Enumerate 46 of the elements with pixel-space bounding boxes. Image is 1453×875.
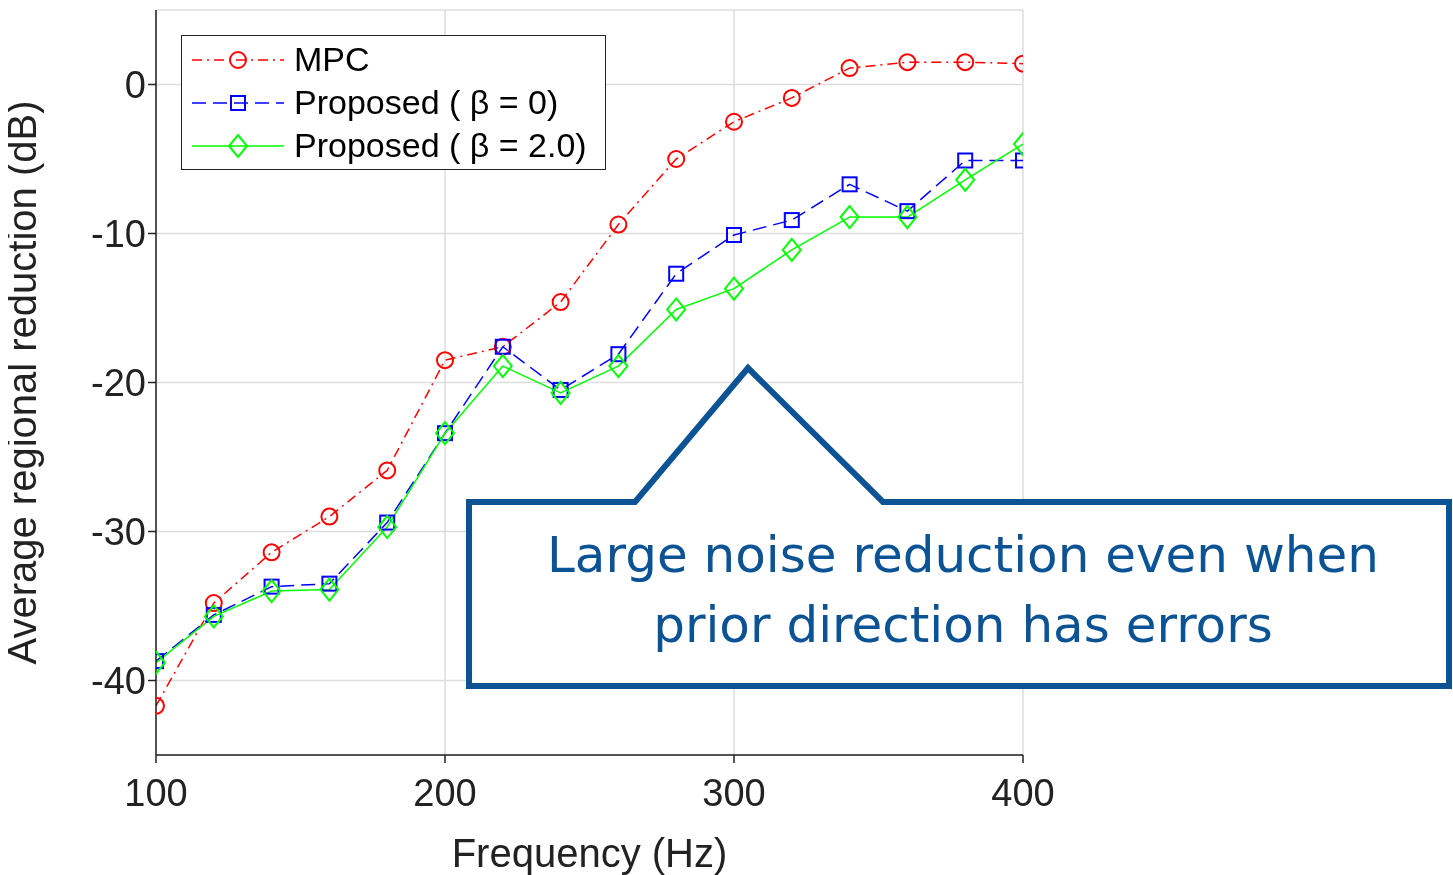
point bbox=[319, 577, 340, 602]
point bbox=[262, 543, 281, 562]
point bbox=[377, 515, 398, 540]
legend-label: Proposed ( β = 2.0) bbox=[294, 126, 587, 165]
point bbox=[551, 293, 570, 312]
y-tick-label: -20 bbox=[91, 361, 146, 404]
point bbox=[782, 88, 801, 107]
x-tick-label: 300 bbox=[702, 771, 766, 814]
point bbox=[610, 346, 627, 363]
point bbox=[724, 276, 744, 301]
point bbox=[726, 226, 742, 243]
annotation: Large noise reduction even when prior direction has errors bbox=[546, 525, 1380, 656]
y-tick-label: -10 bbox=[91, 212, 146, 255]
point bbox=[550, 380, 571, 405]
legend-label: Proposed ( β = 0) bbox=[294, 83, 559, 122]
point bbox=[609, 215, 628, 234]
x-tick-label: 400 bbox=[991, 771, 1055, 814]
point bbox=[203, 604, 224, 629]
point bbox=[897, 205, 918, 230]
point bbox=[667, 150, 686, 168]
point bbox=[725, 112, 743, 131]
point bbox=[608, 354, 629, 379]
point bbox=[840, 59, 859, 78]
point bbox=[781, 237, 802, 262]
x-axis-title: Frequency (Hz) bbox=[451, 831, 728, 875]
legend-label: MPC bbox=[294, 40, 370, 79]
y-tick-label: 0 bbox=[124, 63, 146, 106]
y-tick-label: -30 bbox=[91, 510, 146, 553]
y-tick-label: -40 bbox=[91, 659, 146, 702]
point bbox=[955, 167, 976, 192]
point bbox=[492, 354, 513, 379]
point bbox=[668, 265, 685, 282]
point bbox=[957, 152, 974, 169]
point bbox=[666, 297, 687, 322]
x-tick-label: 200 bbox=[413, 771, 477, 814]
point bbox=[783, 212, 800, 229]
x-tick-label: 100 bbox=[124, 771, 188, 814]
point bbox=[378, 461, 397, 480]
point bbox=[436, 351, 454, 370]
point bbox=[261, 579, 282, 604]
point bbox=[956, 53, 975, 72]
point bbox=[898, 53, 917, 72]
point bbox=[839, 205, 860, 230]
point bbox=[320, 507, 339, 526]
point bbox=[204, 594, 223, 613]
point bbox=[841, 176, 858, 193]
